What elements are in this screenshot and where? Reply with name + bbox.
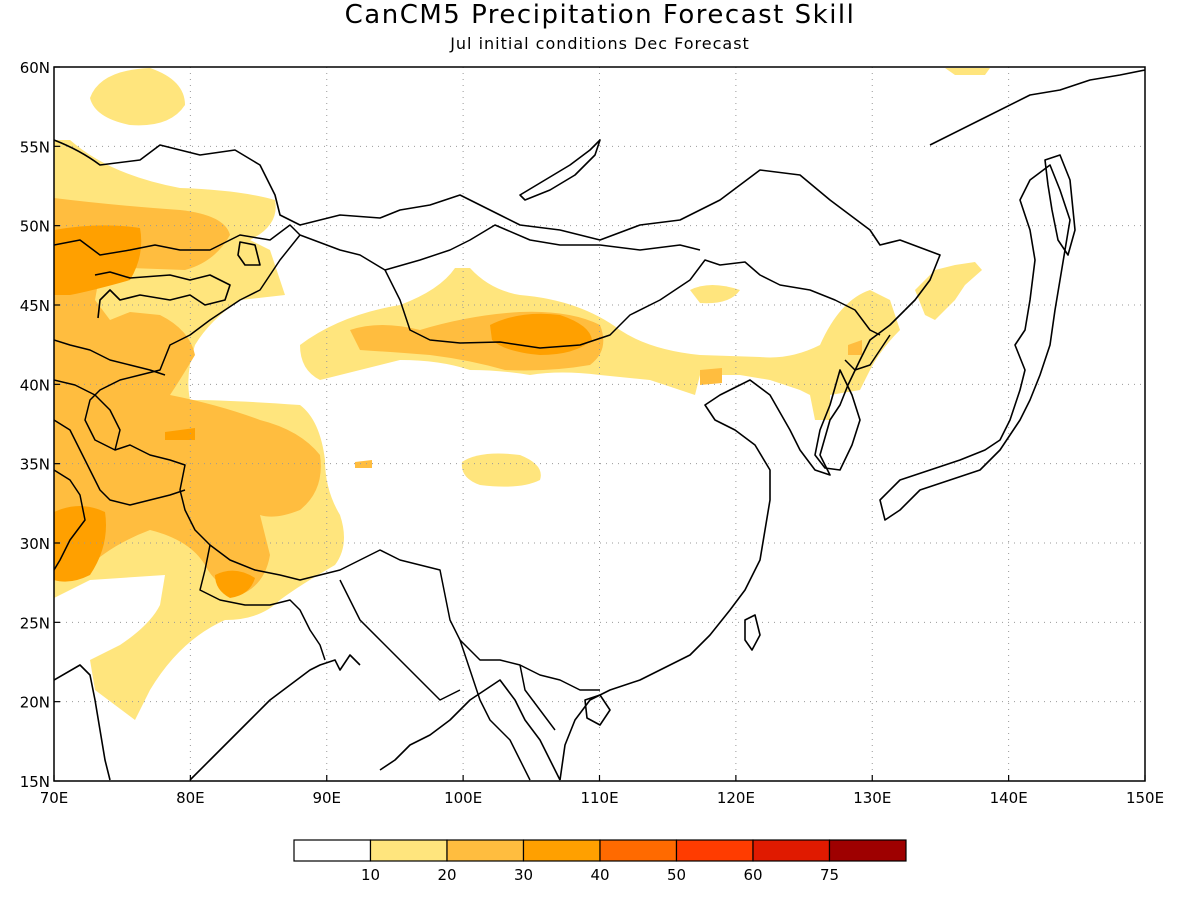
border-south-asia (54, 469, 461, 701)
colorbar-swatch (446, 839, 525, 862)
coastline-hainan (584, 694, 611, 726)
border-korea-china (844, 334, 891, 371)
coastline-southeast-asia (379, 679, 561, 781)
border-indochina (459, 639, 556, 781)
tick-label-lat: 20N (20, 694, 50, 712)
colorbar-swatch (293, 839, 372, 862)
tick-label-lon: 70E (40, 789, 69, 807)
colorbar-swatch (828, 839, 907, 862)
shade-region-tibet-small (355, 460, 372, 468)
tick-label-lat: 45N (20, 297, 50, 315)
border-central-asia (54, 339, 186, 506)
colorbar-label: 10 (361, 866, 380, 884)
country-borders (54, 224, 891, 781)
colorbar-swatch (522, 839, 601, 862)
tick-label-lon: 140E (990, 789, 1028, 807)
shade-region-manchuria-east (915, 262, 982, 320)
shade-region-himalaya-small (215, 570, 255, 598)
tick-label-lon: 100E (444, 789, 482, 807)
border-china-west (84, 234, 600, 691)
tick-label-lon: 150E (1126, 789, 1164, 807)
coastline-india (54, 654, 361, 781)
colorbar-label: 50 (667, 866, 686, 884)
border-russia-kazakh (54, 224, 301, 256)
colorbar: 10 20 30 40 50 60 75 (293, 839, 907, 884)
map-subtitle: Jul initial conditions Dec Forecast (450, 34, 750, 53)
tick-label-lon: 120E (717, 789, 755, 807)
shade-region-north-china-small (700, 368, 722, 385)
coastline-sakhalin-kamchatka (929, 69, 1145, 256)
tick-label-lat: 30N (20, 535, 50, 553)
shade-region-west-kazakh (54, 198, 321, 595)
shade-region-far-north (945, 68, 990, 75)
tick-label-lon: 110E (580, 789, 618, 807)
tick-label-lat: 15N (20, 773, 50, 791)
tick-label-lon: 90E (312, 789, 341, 807)
shade-region-kazakh-core (54, 225, 142, 295)
shade-region-tien-shan-small (165, 428, 195, 440)
shade-region-north-china-patch (690, 285, 740, 304)
tick-label-lat: 40N (20, 376, 50, 394)
coastline-korea (814, 369, 861, 471)
coastline-japan (879, 164, 1071, 521)
skill-level-20-30 (54, 198, 862, 595)
colorbar-swatch (599, 839, 678, 862)
axis-ticks: 70E 80E 90E 100E 110E 120E 130E 140E 150E 15N 20N 2… (20, 59, 1164, 807)
border-mongolia-russia (384, 224, 701, 271)
tick-label-lat: 25N (20, 614, 50, 632)
coastlines (54, 69, 1145, 781)
colorbar-label: 75 (820, 866, 839, 884)
colorbar-label: 20 (437, 866, 456, 884)
tick-label-lat: 60N (20, 59, 50, 77)
tick-label-lon: 80E (176, 789, 205, 807)
shade-region-afghan-core (54, 506, 106, 582)
shade-region-manchuria-small (848, 340, 862, 355)
coastline-china-east (559, 309, 906, 781)
caspian-aral (94, 241, 261, 319)
colorbar-label: 40 (590, 866, 609, 884)
tick-label-lat: 55N (20, 138, 50, 156)
coastline-taiwan (744, 614, 761, 651)
colorbar-label: 60 (743, 866, 762, 884)
colorbar-swatch (675, 839, 754, 862)
lake-baikal (519, 139, 601, 201)
shade-region-north-kazakh (90, 68, 185, 126)
border-china-mongolia (299, 234, 881, 349)
tick-label-lon: 130E (853, 789, 891, 807)
colorbar-swatch (369, 839, 448, 862)
colorbar-swatch (752, 839, 831, 862)
tick-label-lat: 50N (20, 218, 50, 236)
map-title: CanCM5 Precipitation Forecast Skill (344, 0, 856, 30)
colorbar-label: 30 (514, 866, 533, 884)
tick-label-lat: 35N (20, 456, 50, 474)
shade-region-tibet-patch (461, 453, 541, 487)
coastline-arctic-russia (54, 139, 941, 311)
